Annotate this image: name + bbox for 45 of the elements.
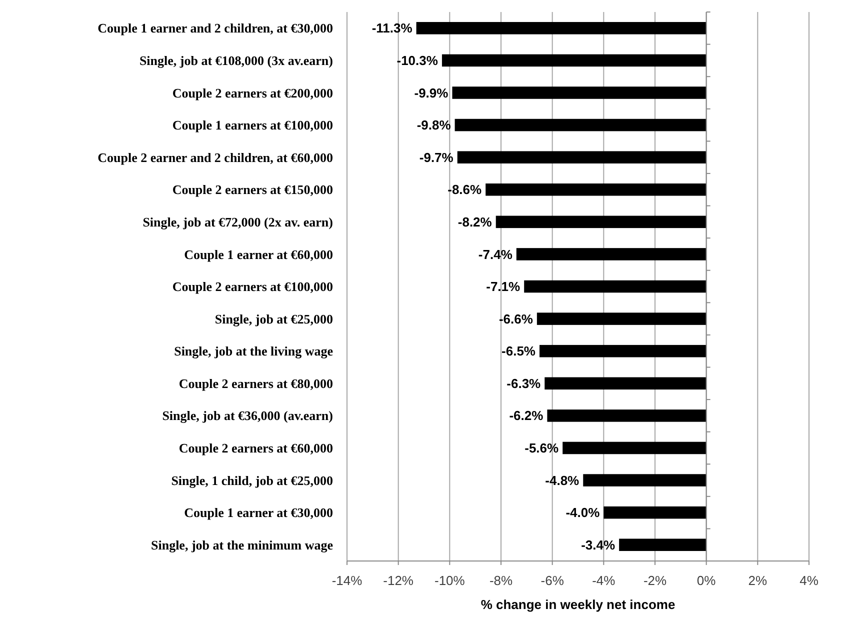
y-tick-label: Couple 2 earners at €150,000 (172, 182, 333, 198)
data-label: -9.9% (414, 85, 449, 100)
x-tick-label: -2% (643, 573, 667, 588)
data-label: -4.8% (545, 472, 580, 488)
y-tick-label: Single, job at the minimum wage (151, 537, 334, 552)
data-label: -3.4% (581, 537, 616, 552)
y-tick-label: Single, job at the living wage (174, 344, 334, 359)
data-label: -5.6% (524, 440, 560, 456)
y-tick-label: Single, 1 child, job at €25,000 (171, 472, 333, 488)
data-label: -6.6% (498, 311, 534, 326)
data-label: -8.6% (448, 182, 482, 198)
data-label: -6.2% (509, 408, 544, 424)
data-label: -9.8% (416, 118, 452, 133)
data-label: -6.3% (506, 376, 542, 391)
x-tick-label: -12% (383, 573, 414, 588)
data-label: -6.5% (502, 344, 536, 359)
x-tick-label: 0% (696, 573, 716, 588)
x-tick-label: 2% (748, 573, 768, 588)
y-tick-label: Couple 2 earner and 2 children, at €60,000 (98, 150, 333, 165)
data-label: -4.0% (566, 505, 600, 520)
x-tick-label: -6% (540, 573, 564, 588)
y-tick-label: Couple 2 earners at €80,000 (178, 376, 333, 391)
y-tick-label: Couple 2 earners at €60,000 (178, 440, 333, 456)
y-tick-label: Couple 1 earners at €100,000 (172, 118, 333, 133)
data-label: -8.2% (458, 214, 492, 230)
y-tick-label: Single, job at €108,000 (3x av.earn) (139, 52, 333, 68)
x-tick-label: 4% (800, 573, 819, 588)
x-tick-label: -14% (332, 573, 363, 588)
y-tick-label: Single, job at €25,000 (214, 311, 333, 326)
y-tick-label: Couple 2 earners at €200,000 (172, 85, 333, 100)
y-tick-label: Couple 2 earners at €100,000 (172, 279, 333, 294)
x-axis-title: % change in weekly net income (480, 597, 676, 612)
y-tick-label: Couple 1 earner at €60,000 (184, 246, 333, 262)
data-label: -9.7% (419, 150, 454, 165)
y-tick-label: Couple 1 earner and 2 children, at €30,000 (98, 20, 333, 36)
data-label: -11.3% (372, 20, 413, 36)
x-tick-label: -4% (592, 573, 616, 588)
x-tick-label: -8% (489, 573, 513, 588)
y-tick-label: Single, job at €36,000 (av.earn) (162, 408, 333, 424)
x-tick-label: -10% (434, 573, 466, 588)
y-tick-label: Couple 1 earner at €30,000 (184, 505, 333, 520)
data-label: -7.4% (478, 246, 513, 262)
y-tick-label: Single, job at €72,000 (2x av. earn) (142, 214, 333, 230)
data-label: -10.3% (396, 52, 438, 68)
data-label: -7.1% (486, 279, 521, 294)
